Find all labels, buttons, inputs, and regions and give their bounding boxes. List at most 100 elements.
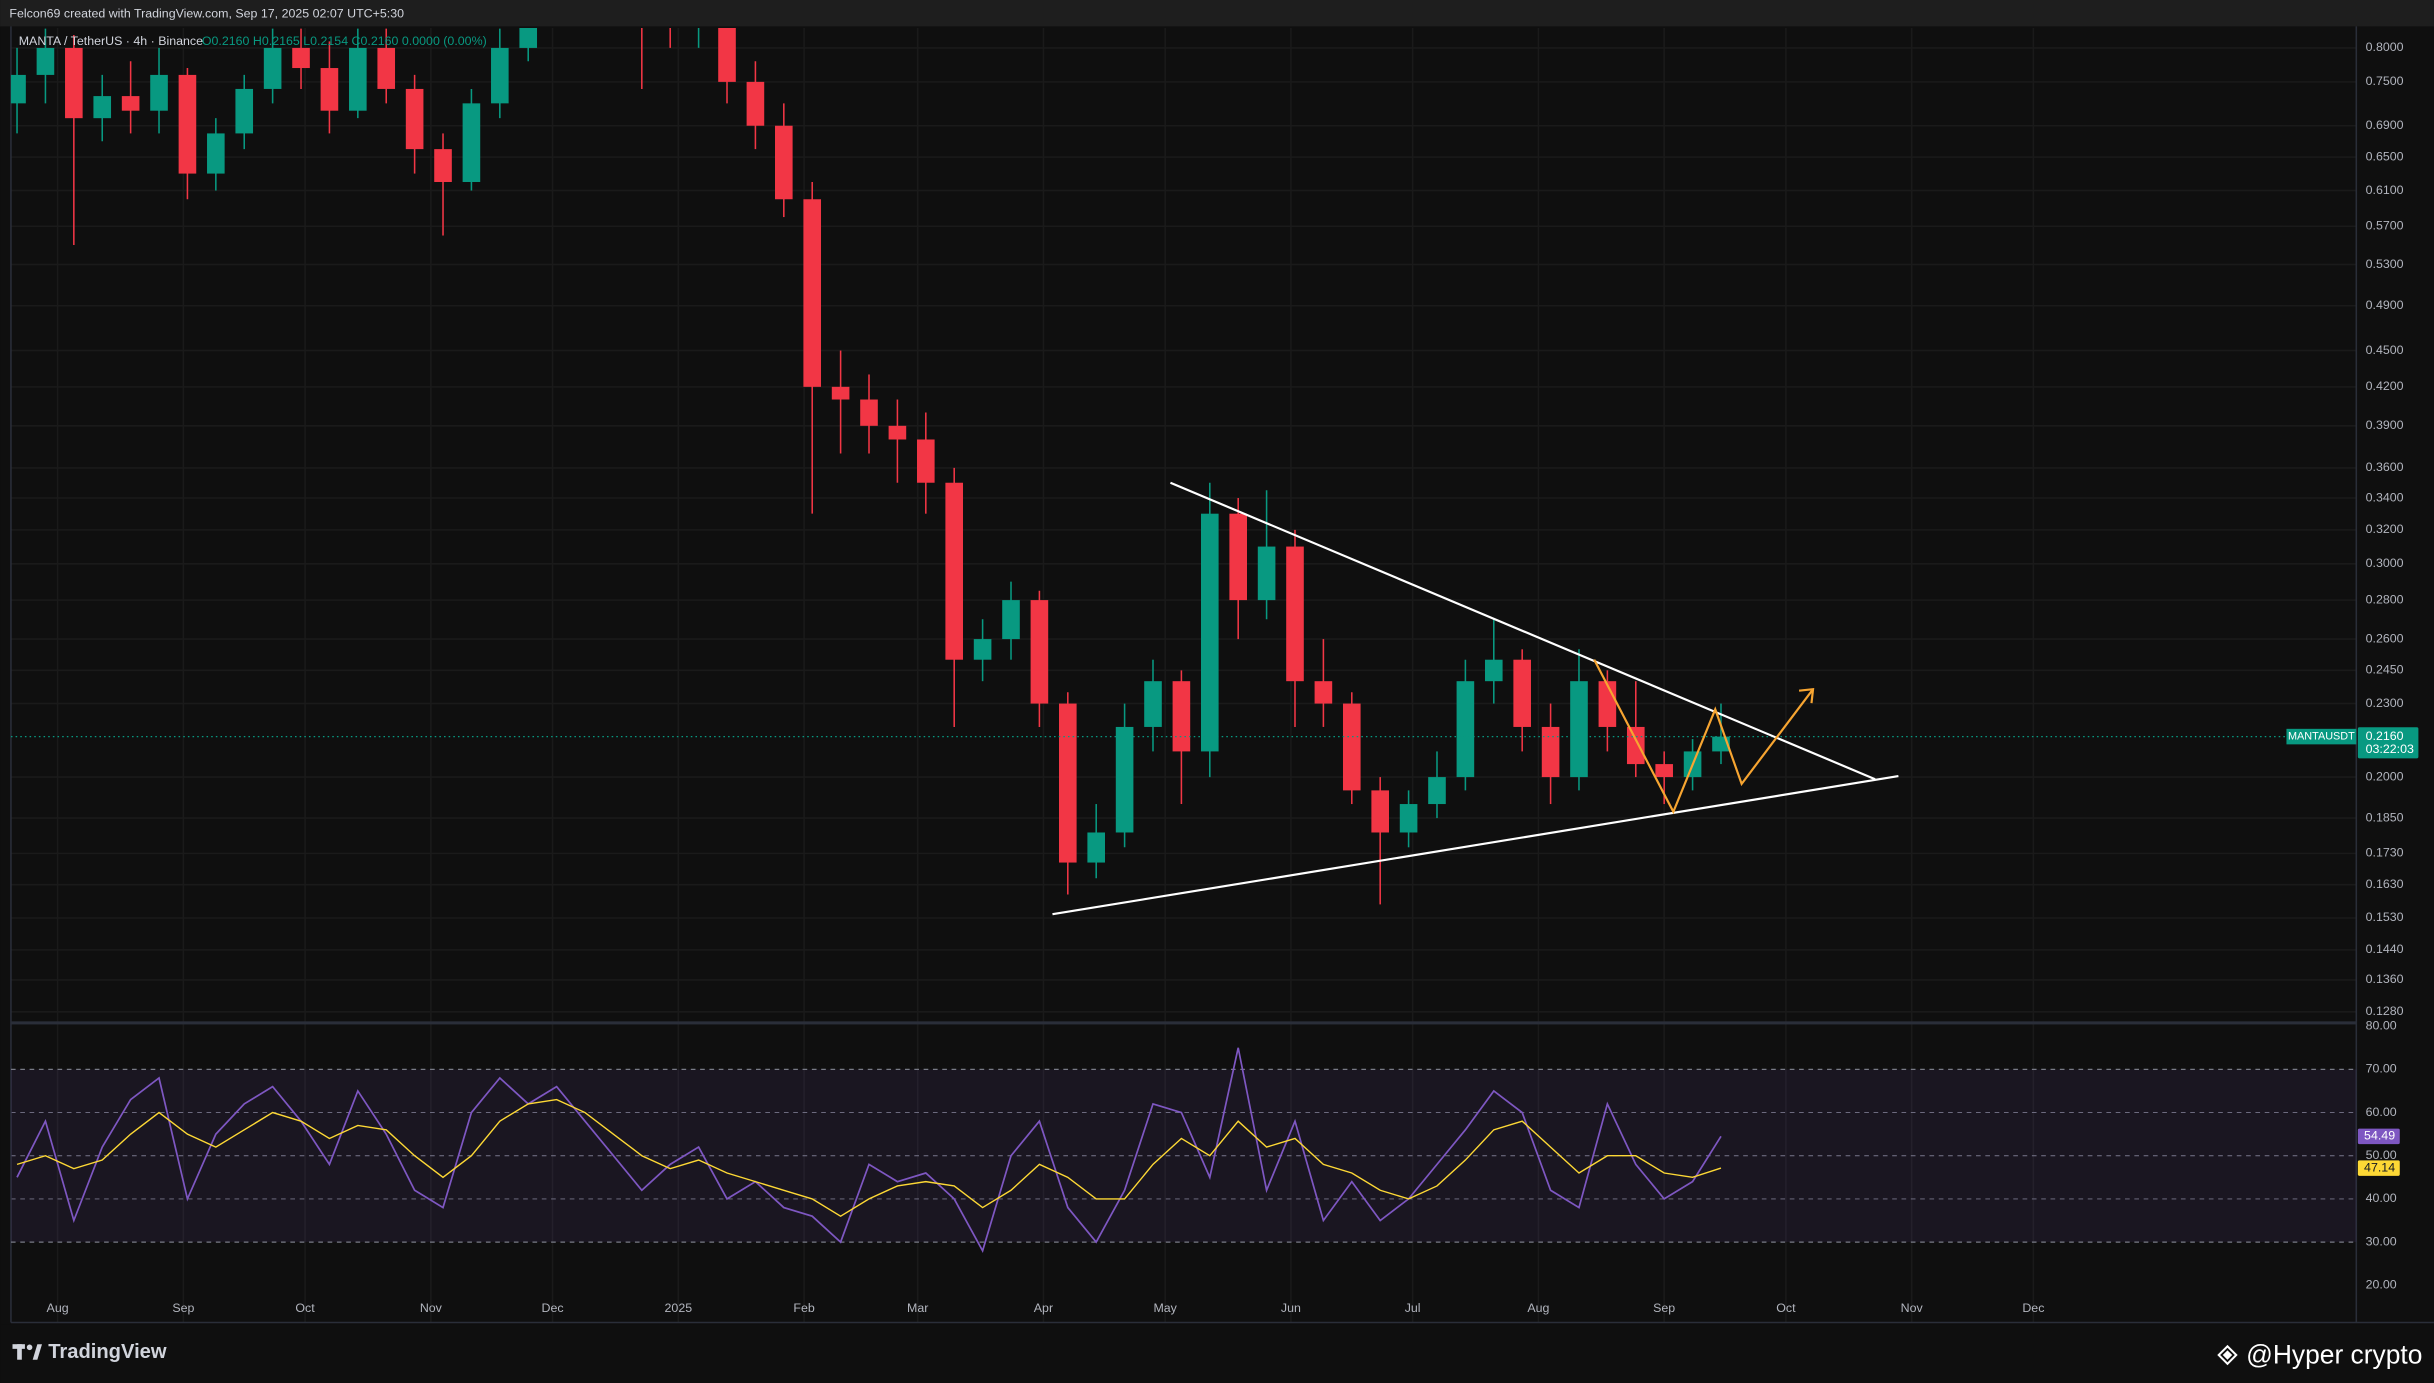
projection-path [1593, 659, 1814, 815]
marks [10, 27, 2357, 1253]
candle-body [746, 81, 765, 126]
y-tick-label: 0.4500 [2366, 343, 2404, 357]
candle-body [803, 199, 822, 387]
rsi-tick-label: 70.00 [2366, 1062, 2397, 1076]
candle-body [1456, 681, 1475, 778]
symbol-tag-text: MANTAUSDT [2288, 730, 2355, 742]
x-tick-label: Aug [1527, 1301, 1549, 1315]
rsi-tick-label: 60.00 [2366, 1105, 2397, 1119]
candle-body [491, 47, 509, 104]
candle-body [1314, 681, 1333, 704]
y-tick-label: 0.1360 [2366, 972, 2404, 986]
candle-body [1484, 659, 1503, 682]
y-tick-label: 0.5300 [2366, 257, 2404, 271]
rsi-lines [16, 1047, 1722, 1253]
logo-part [32, 1344, 42, 1360]
candle-body [1570, 681, 1588, 778]
rsi-tick-label: 20.00 [2366, 1278, 2397, 1292]
rsi-value-text: 47.14 [2364, 1160, 2395, 1174]
y-tick-label: 0.3400 [2366, 490, 2404, 504]
projection-arrowhead [1798, 687, 1815, 704]
rsi-band [10, 1069, 2357, 1243]
y-tick-label: 0.3900 [2366, 418, 2404, 432]
watermark: @Hyper crypto [2246, 1340, 2422, 1370]
candle-body [434, 149, 452, 182]
candle-body [888, 425, 907, 440]
grid [10, 27, 2357, 1323]
rsi-value-text: 54.49 [2364, 1129, 2395, 1143]
candle-body [207, 133, 225, 174]
candle-body [1144, 681, 1162, 727]
x-tick-label: Dec [2022, 1301, 2044, 1315]
candle-body [831, 386, 850, 400]
x-tick-label: Dec [542, 1301, 564, 1315]
candle-body [320, 68, 339, 111]
candle-body [1229, 513, 1247, 601]
exchange-logo [2217, 1344, 2238, 1366]
candle-body [775, 125, 793, 200]
candle-body [1172, 681, 1191, 752]
candle-body [65, 47, 83, 119]
candle-body [1115, 726, 1134, 833]
credit: Felcon69 created with TradingView.com, S… [9, 6, 404, 20]
y-tick-label: 0.1630 [2366, 877, 2404, 891]
symbol-tag [2286, 728, 2357, 745]
brand: TradingView [48, 1341, 167, 1363]
rsi-tick-label: 40.00 [2366, 1191, 2397, 1205]
y-tick-label: 0.4900 [2366, 298, 2404, 312]
y-tick-label: 0.2450 [2366, 663, 2404, 677]
candle-body [917, 439, 935, 483]
candle-body [1286, 546, 1304, 682]
candle-body [405, 88, 424, 150]
y-tick-label: 0.1850 [2366, 810, 2404, 824]
y-tick-label: 0.3200 [2366, 522, 2404, 536]
y-tick-label: 0.2600 [2366, 631, 2404, 645]
drawings [1052, 481, 1899, 916]
logo-part [2222, 1350, 2233, 1360]
candle-body [462, 103, 481, 182]
candle-body [1371, 790, 1389, 833]
candle-body [1541, 726, 1560, 778]
y-tick-label: 0.6500 [2366, 149, 2404, 163]
x-tick-label: 2025 [665, 1301, 693, 1315]
y-tick-label: 0.1530 [2366, 910, 2404, 924]
legend-symbol: MANTA / TetherUS · 4h · Binance [19, 34, 203, 48]
candle-body [377, 47, 396, 89]
candle-body [178, 74, 197, 174]
candle-body [1030, 600, 1049, 704]
y-tick-label: 0.2300 [2366, 696, 2404, 710]
y-tick-label: 0.3600 [2366, 460, 2404, 474]
x-tick-label: Jul [1405, 1301, 1421, 1315]
legend-ohlc: O0.2160 H0.2165 L0.2154 C0.2160 0.0000 (… [202, 34, 487, 48]
candle-body [36, 47, 55, 75]
candle-body [10, 74, 26, 104]
candle-body [1087, 832, 1106, 863]
logo-part [17, 1344, 22, 1360]
y-tick-label: 0.8000 [2366, 40, 2404, 54]
price-tag-text: 0.2160 [2366, 729, 2404, 743]
candle-body [93, 96, 112, 119]
x-tick-label: Oct [1776, 1301, 1796, 1315]
rsi-tick-label: 50.00 [2366, 1148, 2397, 1162]
bottom-bar [0, 1324, 2434, 1383]
y-tick-label: 0.6100 [2366, 183, 2404, 197]
candle-body [1655, 764, 1673, 778]
rsi-line [16, 1098, 1722, 1218]
candle-body [1513, 659, 1531, 727]
x-tick-label: Aug [47, 1301, 69, 1315]
x-tick-label: May [1153, 1301, 1177, 1315]
x-tick-label: Nov [1901, 1301, 1924, 1315]
rsi-tick-label: 30.00 [2366, 1234, 2397, 1248]
candles [10, 27, 1730, 905]
y-tick-label: 0.6900 [2366, 118, 2404, 132]
candle-body [1399, 804, 1418, 833]
pane-divider [10, 1021, 2357, 1025]
candle-body [1598, 681, 1617, 727]
y-tick-label: 0.1730 [2366, 846, 2404, 860]
candle-body [349, 47, 367, 111]
y-tick-label: 0.1280 [2366, 1004, 2404, 1018]
candle-body [1002, 600, 1020, 640]
x-tick-label: Apr [1034, 1301, 1053, 1315]
candle-body [1428, 777, 1446, 805]
